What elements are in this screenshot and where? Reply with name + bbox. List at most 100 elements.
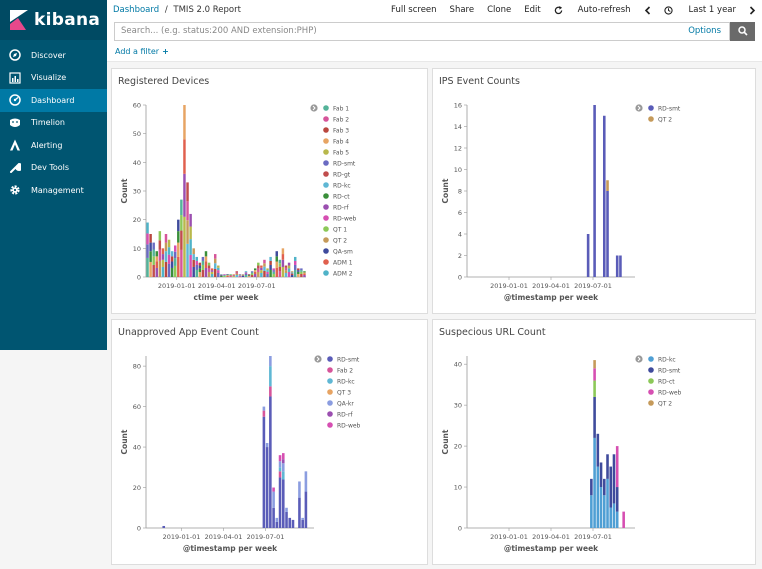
bar-segment[interactable] — [281, 266, 285, 277]
bar-segment[interactable] — [293, 264, 297, 270]
bar-segment[interactable] — [265, 443, 269, 448]
sidebar-item-dev-tools[interactable]: Dev Tools — [0, 157, 107, 180]
bar-segment[interactable] — [180, 199, 183, 216]
bar-segment[interactable] — [290, 272, 294, 274]
bar-segment[interactable] — [241, 274, 245, 275]
bar-segment[interactable] — [599, 462, 603, 488]
bar-segment[interactable] — [152, 249, 155, 257]
bar-segment[interactable] — [290, 274, 294, 277]
bar-segment[interactable] — [186, 201, 189, 221]
bar-segment[interactable] — [269, 269, 272, 277]
bar-segment[interactable] — [300, 268, 303, 271]
legend-item[interactable]: RD-smt — [323, 160, 356, 167]
bar-segment[interactable] — [262, 410, 266, 417]
full-screen-button[interactable]: Full screen — [391, 5, 437, 15]
bar-segment[interactable] — [235, 274, 238, 277]
bar-segment[interactable] — [266, 273, 269, 277]
bar-segment[interactable] — [284, 267, 288, 271]
bar-segment[interactable] — [304, 491, 308, 528]
bar-segment[interactable] — [149, 251, 152, 262]
bar-segment[interactable] — [247, 274, 251, 276]
bar-segment[interactable] — [220, 275, 223, 277]
bar-segment[interactable] — [297, 273, 300, 277]
bar-segment[interactable] — [272, 487, 275, 492]
bar-segment[interactable] — [250, 273, 254, 275]
legend-item[interactable]: RD-web — [323, 215, 357, 222]
bar-segment[interactable] — [149, 261, 152, 277]
bar-segment[interactable] — [238, 274, 242, 276]
bar-segment[interactable] — [609, 466, 613, 508]
legend-item[interactable]: Fab 2 — [323, 116, 349, 123]
bar-segment[interactable] — [281, 463, 285, 472]
bar-segment[interactable] — [291, 519, 295, 528]
bar-segment[interactable] — [275, 517, 279, 522]
bar-segment[interactable] — [201, 256, 205, 261]
bar-segment[interactable] — [162, 525, 166, 528]
bar-segment[interactable] — [207, 262, 211, 266]
sidebar-item-visualize[interactable]: Visualize — [0, 67, 107, 90]
bar-segment[interactable] — [275, 267, 278, 277]
bar-segment[interactable] — [220, 274, 223, 275]
bar-segment[interactable] — [177, 231, 180, 243]
bar-segment[interactable] — [229, 274, 232, 276]
bar-segment[interactable] — [149, 234, 152, 243]
bar-segment[interactable] — [269, 396, 272, 528]
bar-segment[interactable] — [596, 466, 600, 528]
bar-segment[interactable] — [183, 216, 186, 277]
bar-segment[interactable] — [235, 273, 238, 275]
search-button[interactable] — [730, 21, 755, 41]
sidebar-item-alerting[interactable]: Alerting — [0, 134, 107, 157]
bar-segment[interactable] — [301, 519, 304, 528]
bar-segment[interactable] — [287, 262, 291, 266]
bar-segment[interactable] — [152, 264, 155, 277]
bar-segment[interactable] — [146, 222, 149, 234]
bar-segment[interactable] — [204, 261, 208, 268]
legend-item[interactable]: ADM 1 — [323, 259, 353, 266]
bar-segment[interactable] — [303, 274, 306, 277]
bar-segment[interactable] — [161, 254, 165, 260]
bar-segment[interactable] — [265, 447, 269, 528]
bar-segment[interactable] — [186, 220, 189, 244]
legend-item[interactable]: RD-ct — [648, 378, 675, 385]
bar-segment[interactable] — [290, 271, 294, 273]
bar-segment[interactable] — [229, 275, 232, 277]
bar-segment[interactable] — [599, 487, 603, 528]
search-input[interactable]: Search... (e.g. status:200 AND extension… — [114, 21, 681, 41]
bar-segment[interactable] — [177, 242, 180, 257]
options-button[interactable]: Options — [680, 21, 730, 41]
bar-segment[interactable] — [226, 274, 229, 276]
bar-segment[interactable] — [301, 517, 304, 520]
time-prev-button[interactable] — [644, 5, 651, 15]
legend-item[interactable]: Fab 5 — [323, 149, 349, 156]
bar-segment[interactable] — [207, 271, 211, 277]
legend-item[interactable]: QT 2 — [648, 400, 672, 407]
legend-item[interactable]: RD-smt — [327, 356, 360, 363]
bar-segment[interactable] — [593, 437, 596, 528]
bar-segment[interactable] — [164, 251, 168, 262]
bar-segment[interactable] — [192, 266, 195, 277]
sidebar-item-timelion[interactable]: Timelion — [0, 112, 107, 135]
bar-segment[interactable] — [177, 256, 180, 277]
bar-segment[interactable] — [586, 234, 590, 277]
bar-segment[interactable] — [278, 266, 282, 271]
legend-toggle[interactable] — [314, 355, 322, 363]
legend-item[interactable]: RD-web — [648, 389, 682, 396]
bar-segment[interactable] — [612, 454, 616, 504]
bar-segment[interactable] — [272, 273, 275, 277]
bar-segment[interactable] — [226, 275, 229, 277]
bar-segment[interactable] — [247, 274, 251, 275]
bar-segment[interactable] — [300, 270, 303, 272]
bar-segment[interactable] — [195, 256, 198, 261]
bar-segment[interactable] — [210, 271, 214, 274]
bar-segment[interactable] — [235, 271, 238, 273]
legend-item[interactable]: RD-web — [327, 422, 361, 429]
bar-segment[interactable] — [284, 272, 288, 277]
bar-segment[interactable] — [158, 231, 162, 241]
bar-segment[interactable] — [161, 266, 165, 277]
bar-segment[interactable] — [155, 251, 158, 257]
time-picker-button[interactable]: Last 1 year — [663, 5, 736, 15]
legend-item[interactable]: QT 2 — [323, 237, 347, 244]
bar-segment[interactable] — [192, 248, 195, 255]
bar-segment[interactable] — [244, 272, 248, 274]
bar-segment[interactable] — [298, 481, 301, 498]
